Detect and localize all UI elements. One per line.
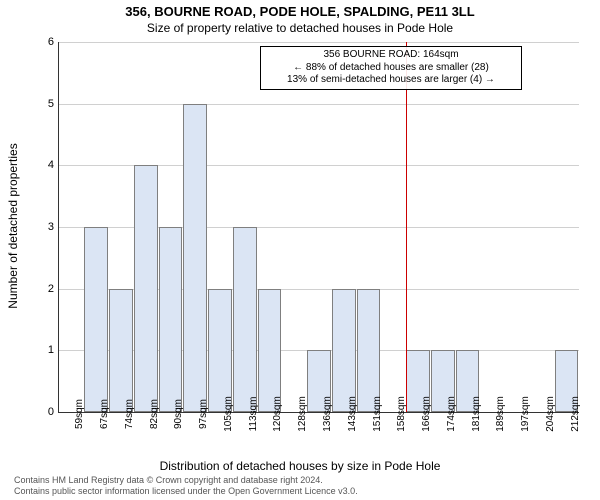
x-tick-label: 151sqm — [372, 396, 383, 432]
y-tick-label: 2 — [34, 283, 54, 295]
x-tick-label: 59sqm — [74, 399, 85, 429]
y-tick-label: 1 — [34, 344, 54, 356]
x-tick-label: 212sqm — [570, 396, 581, 432]
gridline — [59, 42, 579, 43]
annotation-line1: 356 BOURNE ROAD: 164sqm — [267, 49, 515, 62]
x-tick-label: 204sqm — [545, 396, 556, 432]
x-tick-label: 74sqm — [124, 399, 135, 429]
x-axis-label: Distribution of detached houses by size … — [0, 459, 600, 473]
bar — [208, 289, 232, 412]
chart-title-main: 356, BOURNE ROAD, PODE HOLE, SPALDING, P… — [0, 0, 600, 19]
bar — [233, 227, 257, 412]
x-tick-label: 174sqm — [446, 396, 457, 432]
bar — [159, 227, 183, 412]
footer-attribution: Contains HM Land Registry data © Crown c… — [14, 475, 358, 497]
x-tick-label: 90sqm — [173, 399, 184, 429]
x-tick-label: 128sqm — [297, 396, 308, 432]
footer-line1: Contains HM Land Registry data © Crown c… — [14, 475, 358, 486]
bar — [258, 289, 282, 412]
y-tick-label: 0 — [34, 406, 54, 418]
bar — [357, 289, 381, 412]
x-tick-label: 197sqm — [520, 396, 531, 432]
x-tick-label: 158sqm — [396, 396, 407, 432]
plot-area — [58, 42, 579, 413]
y-tick-label: 4 — [34, 159, 54, 171]
x-tick-label: 181sqm — [471, 396, 482, 432]
x-tick-label: 82sqm — [149, 399, 160, 429]
bar — [84, 227, 108, 412]
bar — [134, 165, 158, 412]
bar — [332, 289, 356, 412]
x-tick-label: 143sqm — [347, 396, 358, 432]
x-tick-label: 113sqm — [248, 397, 259, 432]
y-axis-label: Number of detached properties — [6, 143, 20, 308]
footer-line2: Contains public sector information licen… — [14, 486, 358, 497]
x-tick-label: 67sqm — [99, 399, 110, 429]
y-tick-label: 6 — [34, 36, 54, 48]
x-tick-label: 120sqm — [272, 396, 283, 432]
reference-line — [406, 42, 407, 412]
x-tick-label: 136sqm — [322, 396, 333, 432]
annotation-box: 356 BOURNE ROAD: 164sqm ← 88% of detache… — [260, 46, 522, 90]
annotation-line2: ← 88% of detached houses are smaller (28… — [267, 62, 515, 75]
bar — [109, 289, 133, 412]
x-tick-label: 97sqm — [198, 399, 209, 429]
bar — [183, 104, 207, 412]
x-tick-label: 105sqm — [223, 396, 234, 432]
chart-title-sub: Size of property relative to detached ho… — [0, 19, 600, 35]
x-tick-label: 166sqm — [421, 396, 432, 432]
x-tick-label: 189sqm — [495, 396, 506, 432]
y-tick-label: 5 — [34, 98, 54, 110]
gridline — [59, 104, 579, 105]
annotation-line3: 13% of semi-detached houses are larger (… — [267, 74, 515, 87]
y-tick-label: 3 — [34, 221, 54, 233]
